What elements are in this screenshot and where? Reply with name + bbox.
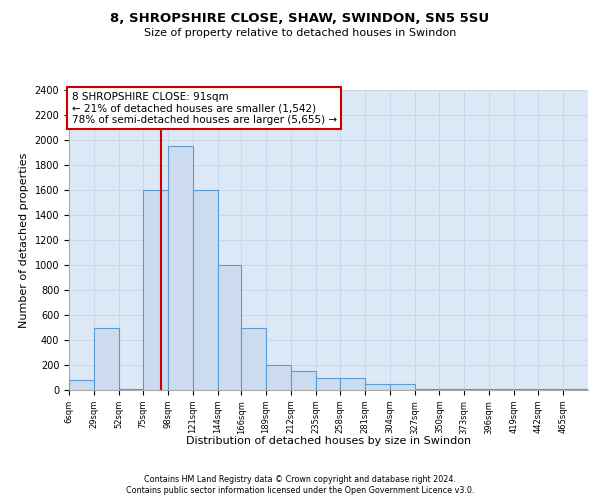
Y-axis label: Number of detached properties: Number of detached properties	[19, 152, 29, 328]
Text: Contains public sector information licensed under the Open Government Licence v3: Contains public sector information licen…	[126, 486, 474, 495]
Text: 8, SHROPSHIRE CLOSE, SHAW, SWINDON, SN5 5SU: 8, SHROPSHIRE CLOSE, SHAW, SWINDON, SN5 …	[110, 12, 490, 26]
Bar	[365, 384, 390, 390]
Text: Contains HM Land Registry data © Crown copyright and database right 2024.: Contains HM Land Registry data © Crown c…	[144, 475, 456, 484]
Text: 8 SHROPSHIRE CLOSE: 91sqm
← 21% of detached houses are smaller (1,542)
78% of se: 8 SHROPSHIRE CLOSE: 91sqm ← 21% of detac…	[71, 92, 337, 124]
Bar	[218, 265, 241, 390]
Bar	[291, 371, 316, 390]
Bar	[340, 378, 365, 390]
Bar	[316, 378, 340, 390]
Bar	[143, 190, 168, 390]
Text: Size of property relative to detached houses in Swindon: Size of property relative to detached ho…	[144, 28, 456, 38]
Bar	[193, 190, 218, 390]
Bar	[168, 146, 193, 390]
Bar	[241, 328, 266, 390]
Bar	[266, 365, 291, 390]
Bar	[390, 384, 415, 390]
X-axis label: Distribution of detached houses by size in Swindon: Distribution of detached houses by size …	[186, 436, 471, 446]
Bar	[94, 328, 119, 390]
Bar	[69, 380, 94, 390]
